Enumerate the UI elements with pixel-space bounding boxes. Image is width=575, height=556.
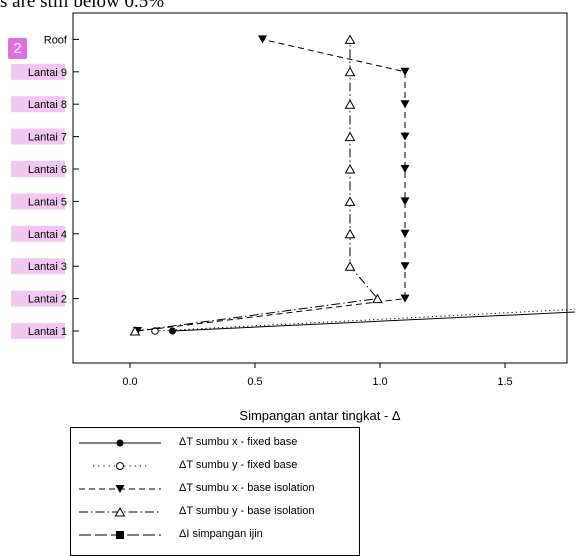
data-point (344, 228, 356, 239)
data-point (400, 67, 410, 76)
legend-label: ΔI simpangan ijin (179, 528, 263, 540)
floor-label: Lantai 8 (28, 99, 67, 111)
data-point (258, 35, 267, 44)
floor-label: Lantai 9 (28, 67, 67, 79)
x-tick-label: 1.0 (372, 376, 387, 388)
floor-label: Lantai 7 (28, 132, 67, 144)
floor-label-highlight (11, 290, 65, 307)
legend-symbol-dashed-triangle-down (79, 485, 161, 493)
data-point (169, 327, 176, 335)
x-axis-label: Simpangan antar tingkat - Δ (239, 408, 400, 423)
data-point (400, 229, 410, 238)
data-point (344, 163, 356, 174)
data-point (344, 99, 356, 109)
data-point (400, 100, 410, 109)
series-line-0 (172, 311, 575, 332)
floor-label-highlight (11, 258, 65, 275)
data-point (400, 262, 410, 271)
series-line-3 (134, 39, 379, 332)
chart: Lantai 1 Lantai 2 Lantai 3 Lantai 4 Lantai 5… (11, 12, 575, 423)
legend: ΔT sumbu x - fixed base ΔT sumbu y - fix… (70, 427, 360, 556)
data-point (344, 131, 356, 142)
legend-item: ΔT sumbu y - base isolation (71, 503, 359, 521)
top-text-fragment: s are still below 0.5% (0, 0, 165, 12)
data-point (344, 66, 356, 77)
data-point (344, 261, 356, 271)
legend-label: ΔT sumbu y - fixed base (179, 459, 298, 471)
legend-symbol-dotted-circle (93, 462, 149, 470)
floor-label: Lantai 5 (28, 196, 67, 208)
floor-label: Roof (44, 34, 68, 46)
x-tick-label: 0.5 (247, 376, 262, 388)
floor-label: Lantai 4 (28, 229, 67, 241)
floor-label-highlight (11, 128, 65, 145)
x-tick-label: 0.0 (122, 376, 137, 388)
data-point (400, 132, 410, 141)
legend-item: ΔT sumbu y - fixed base (71, 457, 359, 475)
legend-label: ΔT sumbu x - fixed base (179, 436, 298, 448)
floor-label: Lantai 2 (28, 294, 67, 306)
data-point (400, 294, 410, 303)
legend-label: ΔT sumbu y - base isolation (179, 505, 315, 517)
series-line-1 (154, 308, 575, 332)
legend-symbol-solid-circle (79, 439, 161, 447)
legend-symbol-longdash-square (79, 531, 161, 539)
legend-label: ΔT sumbu x - base isolation (179, 482, 315, 494)
legend-symbol-dashdot-triangle-up (79, 506, 161, 517)
floor-label-highlight (11, 63, 65, 80)
data-point (344, 196, 356, 206)
x-tick-label: 1.5 (497, 376, 512, 388)
floor-label-highlight (11, 225, 65, 242)
floor-label-highlight (11, 193, 65, 210)
series-line-2 (137, 38, 406, 332)
data-point (372, 293, 383, 304)
legend-item: ΔT sumbu x - fixed base (71, 434, 359, 452)
floor-label: Lantai 3 (28, 261, 67, 273)
floor-label: Lantai 6 (28, 164, 67, 176)
legend-item: ΔT sumbu x - base isolation (71, 480, 359, 498)
data-point (400, 197, 410, 206)
floor-label-highlight (11, 323, 65, 339)
floor-label: Lantai 1 (28, 326, 67, 338)
floor-label-highlight (11, 96, 65, 113)
legend-item: ΔI simpangan ijin (71, 526, 359, 544)
data-point (129, 325, 141, 336)
data-point (344, 34, 356, 44)
plot-frame (72, 12, 568, 364)
data-point (400, 165, 410, 173)
page-badge: 2 (8, 38, 27, 59)
floor-label-highlight (11, 161, 65, 177)
